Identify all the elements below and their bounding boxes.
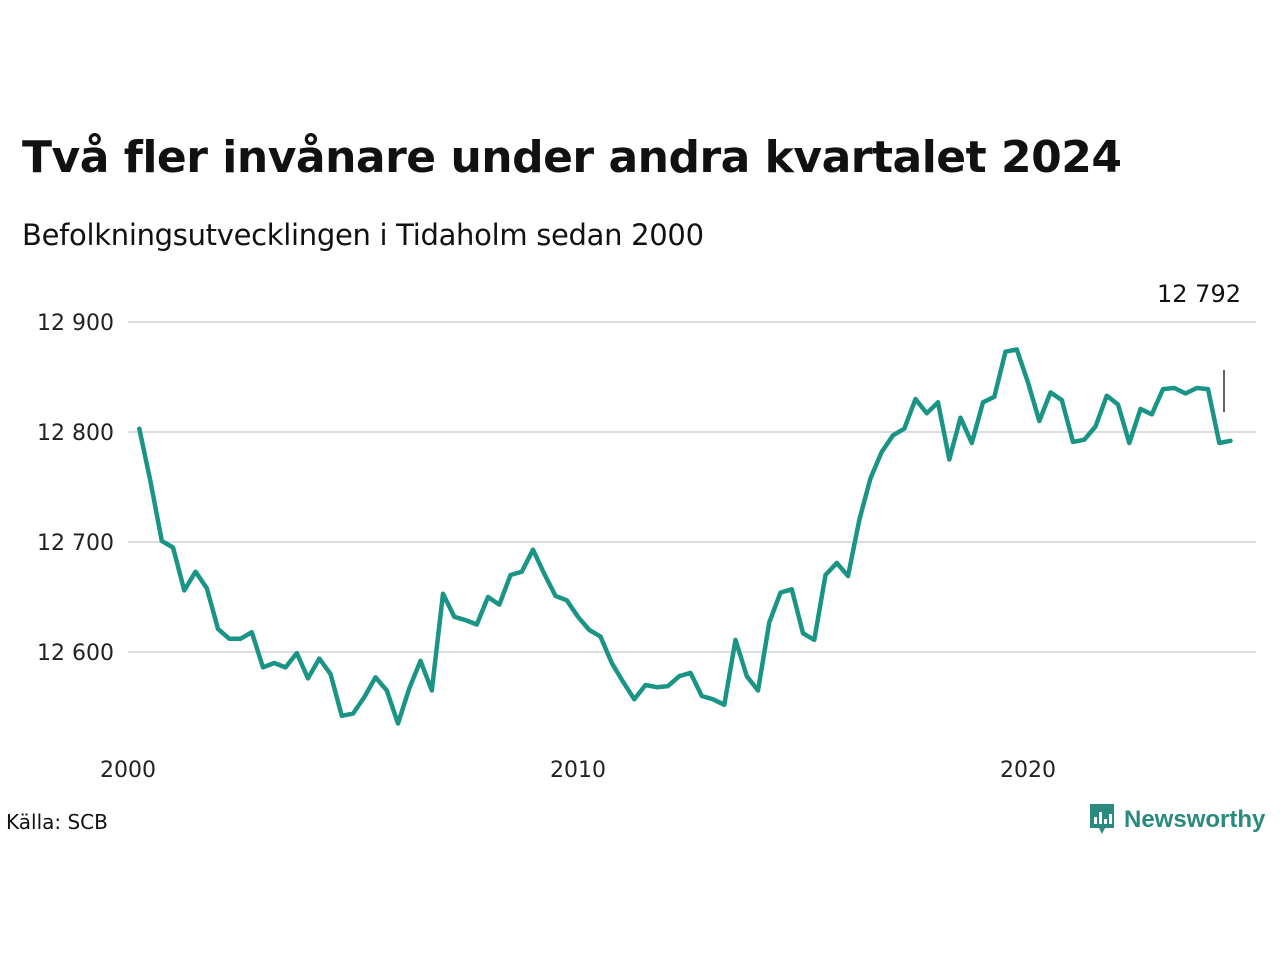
brand-logo-block: Newsworthy (1088, 802, 1265, 838)
y-axis-ticks: 12 600 12 700 12 800 12 900 (37, 311, 114, 666)
y-tick-label: 12 900 (37, 311, 114, 336)
chart-title: Två fler invånare under andra kvartalet … (22, 132, 1122, 183)
x-axis-ticks: 2000 2010 2020 (100, 758, 1056, 783)
last-value-label: 12 792 (1157, 280, 1241, 308)
newsworthy-logo-icon (1090, 804, 1114, 834)
chart-subtitle: Befolkningsutvecklingen i Tidaholm sedan… (22, 218, 704, 252)
x-tick-label: 2000 (100, 758, 156, 783)
line-chart: 12 600 12 700 12 800 12 900 2000 2010 2020 12… (37, 280, 1256, 783)
brand-name: Newsworthy (1124, 806, 1266, 833)
y-tick-label: 12 700 (37, 531, 114, 556)
population-line (137, 347, 1233, 726)
x-tick-label: 2020 (1000, 758, 1056, 783)
x-tick-label: 2010 (550, 758, 606, 783)
gridlines (128, 321, 1256, 653)
source-note: Källa: SCB (6, 810, 108, 834)
y-tick-label: 12 600 (37, 641, 114, 666)
y-tick-label: 12 800 (37, 421, 114, 446)
